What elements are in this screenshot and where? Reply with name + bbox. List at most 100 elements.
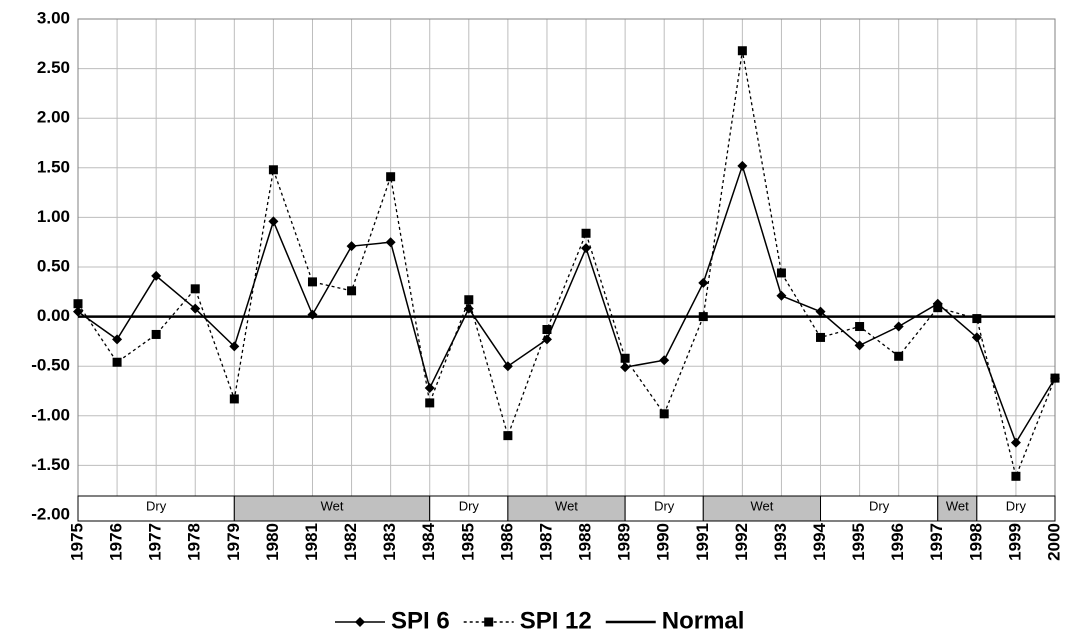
x-tick-label: 1997	[927, 523, 946, 561]
x-tick-label: 1996	[888, 523, 907, 561]
x-tick-label: 1992	[732, 523, 751, 561]
marker	[151, 270, 162, 281]
marker	[581, 243, 592, 254]
marker	[581, 228, 591, 238]
period-band	[507, 495, 626, 522]
series-line	[77, 163, 1056, 445]
marker	[190, 303, 201, 314]
x-tick-label: 1980	[263, 523, 282, 561]
marker	[112, 357, 122, 367]
marker	[698, 312, 708, 322]
x-tick-label: 1989	[615, 523, 634, 561]
y-tick-label: -0.50	[31, 356, 70, 375]
marker	[268, 216, 279, 227]
series-line	[77, 50, 1056, 479]
x-tick-label: 1991	[693, 523, 712, 561]
period-label: Wet	[555, 498, 578, 513]
x-tick-label: 1982	[341, 523, 360, 561]
x-tick-label: 1995	[849, 523, 868, 561]
x-tick-label: 1981	[302, 523, 321, 561]
marker	[346, 241, 357, 252]
period-band	[702, 495, 822, 522]
period-label: Wet	[321, 498, 344, 513]
marker	[1050, 373, 1060, 383]
y-tick-label: -1.00	[31, 405, 70, 424]
marker	[425, 398, 435, 408]
marker	[854, 340, 865, 351]
legend-label: Normal	[662, 607, 745, 634]
x-tick-label: 1988	[576, 523, 595, 561]
marker	[815, 306, 826, 317]
marker	[972, 314, 982, 324]
x-tick-label: 1984	[419, 522, 438, 560]
marker	[816, 332, 826, 342]
marker	[1011, 471, 1021, 481]
x-tick-label: 1994	[810, 522, 829, 560]
y-tick-label: 1.50	[37, 157, 70, 176]
period-label: Dry	[654, 498, 675, 513]
marker	[502, 361, 513, 372]
marker	[503, 431, 513, 441]
x-tick-label: 1986	[497, 523, 516, 561]
marker	[151, 329, 161, 339]
marker	[347, 286, 357, 296]
period-label: Dry	[869, 498, 890, 513]
marker	[268, 165, 278, 175]
x-tick-label: 1987	[536, 523, 555, 561]
marker	[229, 394, 239, 404]
marker	[698, 277, 709, 288]
period-band	[820, 495, 939, 522]
marker	[112, 334, 123, 345]
marker	[542, 324, 552, 334]
y-tick-label: 2.50	[37, 58, 70, 77]
marker	[971, 332, 982, 343]
period-label: Wet	[750, 498, 773, 513]
period-label: Dry	[459, 498, 480, 513]
marker	[1010, 437, 1021, 448]
legend-label: SPI 12	[520, 607, 592, 634]
x-tick-label: 1979	[224, 523, 243, 561]
marker	[424, 383, 435, 394]
y-tick-label: 1.00	[37, 207, 70, 226]
marker	[933, 303, 943, 313]
x-tick-label: 2000	[1044, 523, 1063, 561]
period-band	[937, 495, 978, 522]
legend-marker	[355, 617, 365, 627]
marker	[307, 309, 318, 320]
x-tick-label: 1999	[1005, 523, 1024, 561]
marker	[190, 284, 200, 294]
marker	[620, 353, 630, 363]
marker	[229, 341, 240, 352]
x-tick-label: 1993	[771, 523, 790, 561]
marker	[893, 321, 904, 332]
legend-marker	[484, 617, 494, 627]
y-tick-label: 3.00	[37, 8, 70, 27]
marker	[307, 277, 317, 287]
marker	[620, 362, 631, 373]
period-label: Dry	[1006, 498, 1027, 513]
legend-label: SPI 6	[391, 607, 450, 634]
period-band	[77, 495, 235, 522]
marker	[386, 172, 396, 182]
marker	[73, 299, 83, 309]
period-band	[624, 495, 704, 522]
y-tick-label: 2.00	[37, 108, 70, 127]
marker	[776, 268, 786, 278]
marker	[737, 160, 748, 171]
x-tick-label: 1985	[458, 523, 477, 561]
marker	[776, 290, 787, 301]
marker	[855, 322, 865, 332]
y-tick-label: 0.50	[37, 256, 70, 275]
marker	[464, 295, 474, 305]
y-tick-label: 0.00	[37, 306, 70, 325]
period-band	[976, 495, 1056, 522]
x-tick-label: 1990	[654, 523, 673, 561]
x-tick-label: 1975	[67, 523, 86, 561]
period-label: Dry	[146, 498, 167, 513]
marker	[659, 355, 670, 366]
marker	[385, 237, 396, 248]
marker	[894, 351, 904, 361]
period-band	[233, 495, 431, 522]
x-tick-label: 1978	[185, 523, 204, 561]
